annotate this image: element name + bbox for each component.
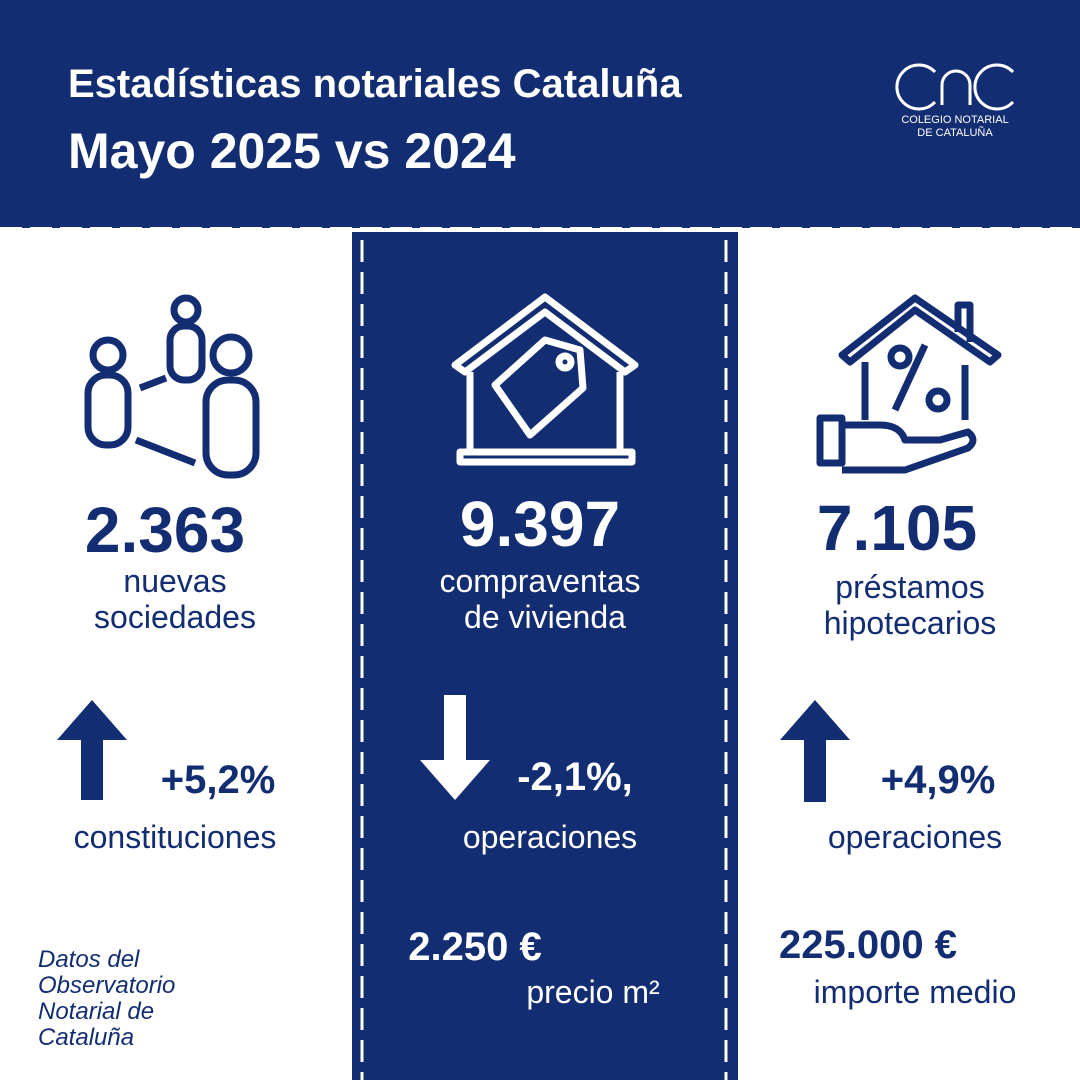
figure: 7.105 — [817, 492, 977, 564]
center-band — [352, 232, 738, 1080]
footnote: Datos del — [38, 946, 140, 973]
change: +4,9% — [881, 758, 996, 802]
figure-label: de vivienda — [464, 599, 626, 635]
figure: 2.363 — [85, 494, 245, 566]
figure-label: hipotecarios — [824, 605, 997, 641]
arrow-down — [420, 695, 490, 800]
house-hand-icon — [816, 294, 1002, 474]
secondary-label: importe medio — [814, 974, 1017, 1010]
figure-label: compraventas — [440, 563, 641, 599]
title: Estadísticas notariales Cataluña — [68, 62, 682, 106]
change: +5,2% — [161, 758, 276, 802]
figure-label: nuevas — [123, 563, 226, 599]
footnote: Observatorio — [38, 972, 175, 999]
secondary-label: precio m² — [526, 974, 660, 1010]
change-label: operaciones — [463, 819, 637, 855]
house-tag-icon — [451, 293, 639, 466]
header-band — [0, 0, 1080, 228]
figure-label: sociedades — [94, 599, 256, 635]
logo-text: COLEGIO NOTARIAL — [901, 114, 1008, 126]
subtitle: Mayo 2025 vs 2024 — [68, 123, 516, 179]
footnote: Notarial de — [38, 998, 154, 1025]
figure: 9.397 — [460, 488, 620, 560]
logo-mark — [895, 63, 1015, 111]
secondary: 2.250 € — [408, 925, 541, 969]
logo-text: DE CATALUÑA — [917, 126, 993, 139]
change-label: constituciones — [74, 819, 277, 855]
change-label: operaciones — [828, 819, 1002, 855]
secondary: 225.000 € — [779, 923, 957, 967]
change: -2,1%, — [517, 755, 633, 799]
figure-label: préstamos — [835, 569, 984, 605]
arrow-up — [780, 700, 850, 802]
arrow-up — [57, 700, 127, 800]
footnote: Cataluña — [38, 1024, 134, 1051]
people-icon — [84, 294, 260, 479]
